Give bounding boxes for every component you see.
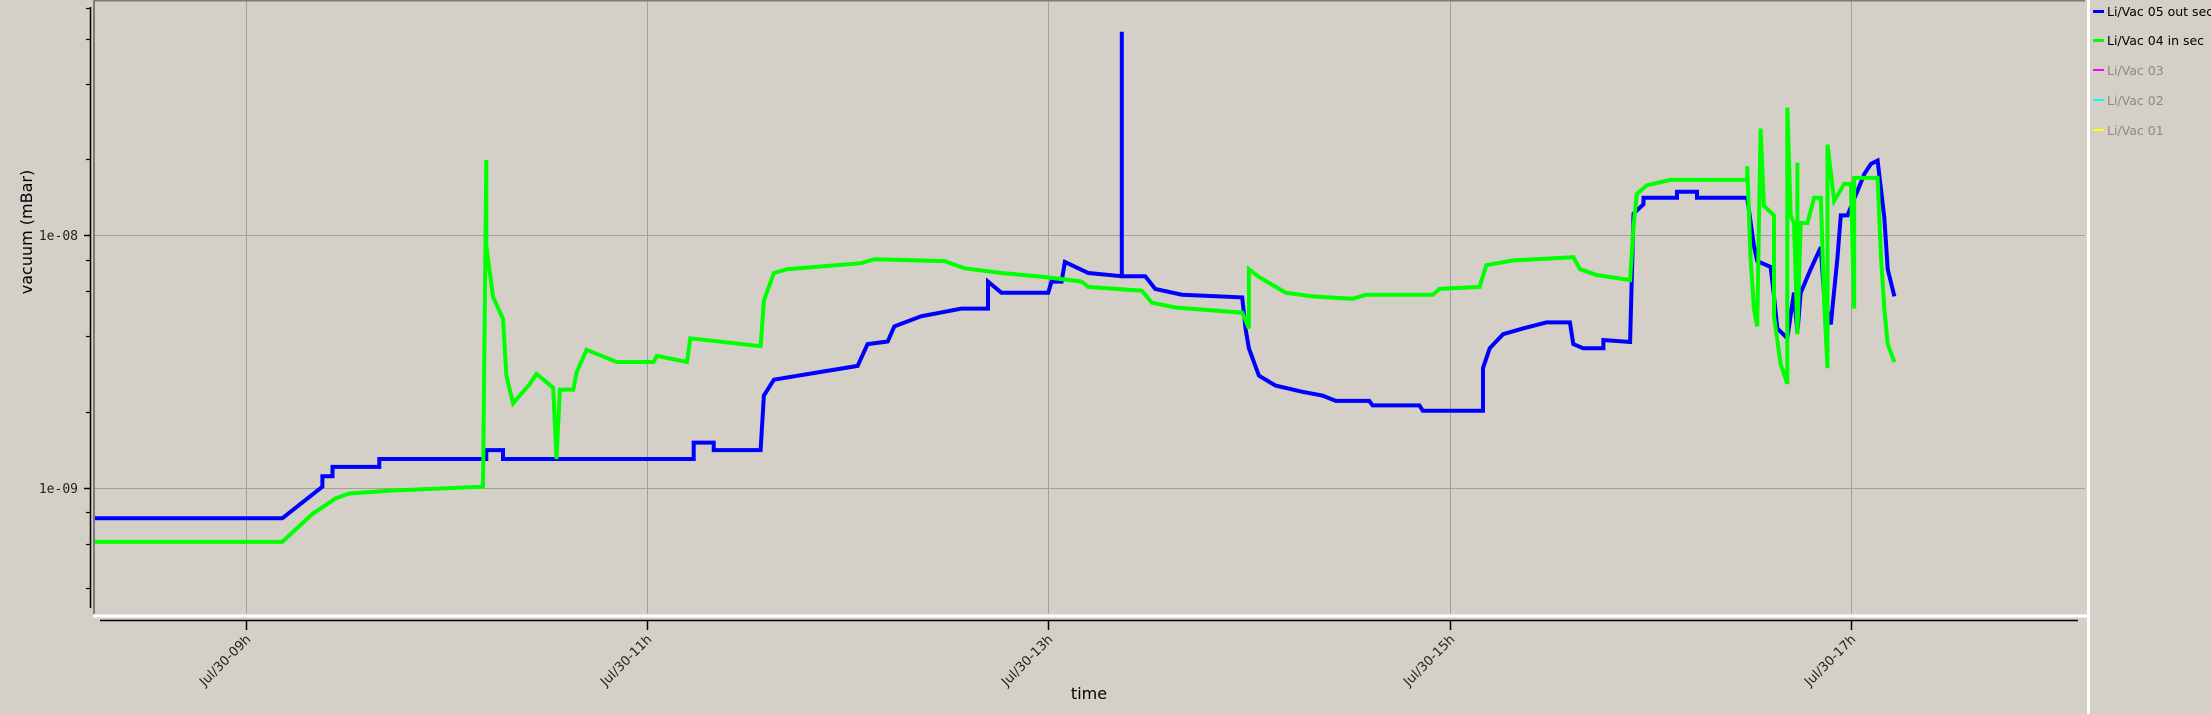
legend-item[interactable]: Li/Vac 02 bbox=[2093, 90, 2164, 110]
x-tick-label: Jul/30-13h bbox=[998, 632, 1056, 690]
legend-label: Li/Vac 02 bbox=[2107, 92, 2164, 108]
legend-swatch bbox=[2093, 38, 2104, 42]
legend-item[interactable]: Li/Vac 01 bbox=[2093, 120, 2164, 140]
legend-label: Li/Vac 04 in sec bbox=[2107, 32, 2205, 48]
legend-label: Li/Vac 03 bbox=[2107, 62, 2164, 78]
legend-swatch bbox=[2093, 99, 2104, 101]
legend-label: Li/Vac 05 out sec bbox=[2107, 3, 2211, 19]
series-line-li-vac-05-out-sec bbox=[95, 31, 1897, 521]
series-line-li-vac-04-in-sec bbox=[95, 107, 1897, 544]
legend-item[interactable]: Li/Vac 05 out sec bbox=[2093, 1, 2211, 21]
x-axis: Jul/30-09h Jul/30-11h Jul/30-13h Jul/30-15h… bbox=[100, 619, 2078, 690]
y-axis: 1e-08 1e-09 bbox=[39, 7, 92, 608]
legend-swatch bbox=[2093, 69, 2104, 71]
legend-item[interactable]: Li/Vac 03 bbox=[2093, 60, 2164, 80]
x-axis-label: time bbox=[1071, 684, 1107, 703]
y-tick-label: 1e-09 bbox=[39, 482, 78, 497]
legend-item[interactable]: Li/Vac 04 in sec bbox=[2093, 30, 2204, 50]
legend-swatch bbox=[2093, 129, 2104, 131]
y-axis-label: vacuum (mBar) bbox=[17, 170, 36, 294]
x-tick-label: Jul/30-15h bbox=[1400, 632, 1458, 690]
legend-label: Li/Vac 01 bbox=[2107, 122, 2164, 138]
legend-swatch bbox=[2093, 9, 2104, 13]
x-tick-label: Jul/30-09h bbox=[196, 632, 254, 690]
legend: Li/Vac 05 out sec Li/Vac 04 in sec Li/Vac … bbox=[2087, 0, 2211, 714]
plot-frame bbox=[93, 0, 2087, 618]
y-tick-label: 1e-08 bbox=[39, 229, 78, 244]
x-tick-label: Jul/30-11h bbox=[597, 632, 655, 690]
series-layer bbox=[95, 31, 1897, 544]
x-tick-label: Jul/30-17h bbox=[1801, 632, 1859, 690]
